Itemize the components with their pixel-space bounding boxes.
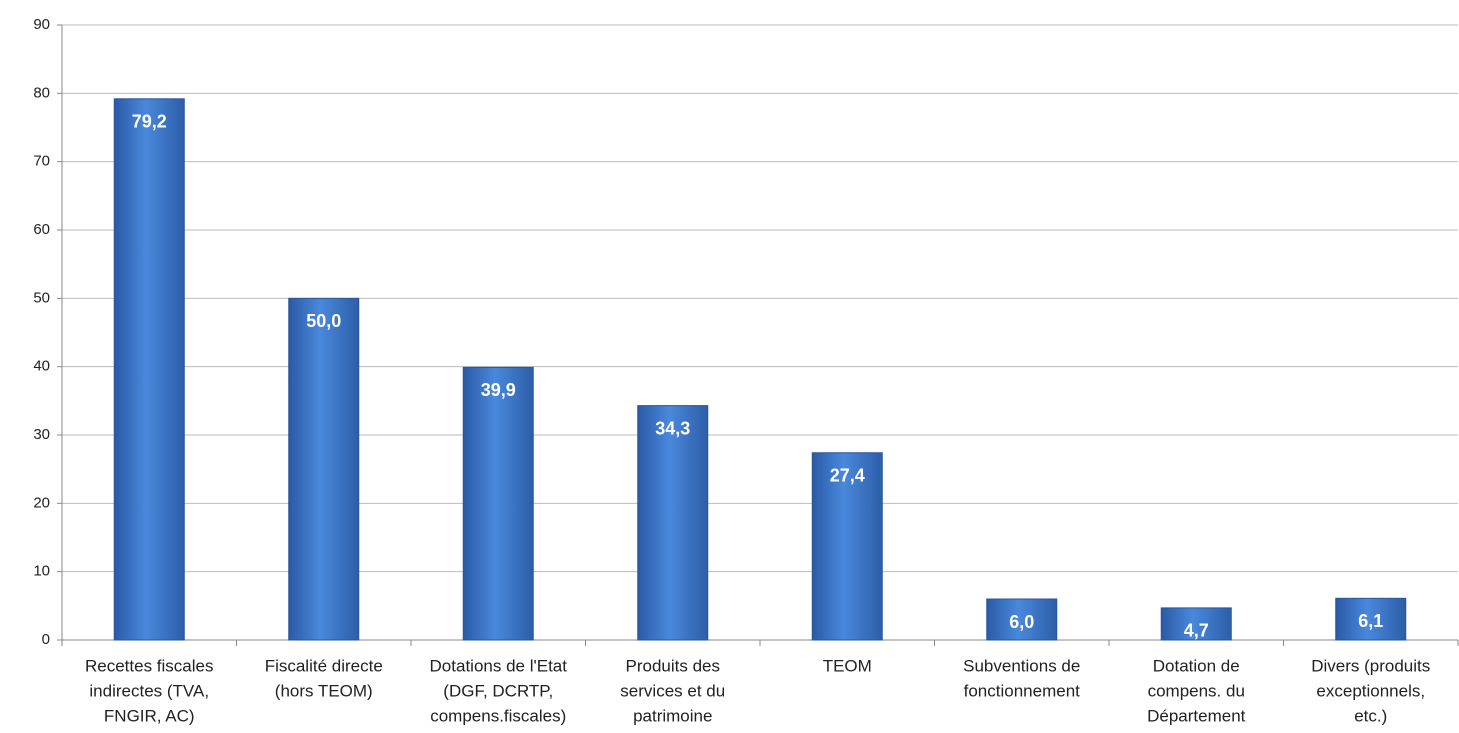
value-label: 39,9: [481, 380, 516, 400]
bar: [986, 598, 1058, 641]
x-tick-label: Divers (produits: [1311, 656, 1430, 675]
value-label: 4,7: [1184, 621, 1209, 641]
x-tick-label: Produits des: [626, 656, 721, 675]
x-tick-label: Subventions de: [963, 656, 1080, 675]
x-tick-label: Recettes fiscales: [85, 656, 214, 675]
bar: [1160, 607, 1232, 641]
y-tick-label: 10: [33, 563, 50, 580]
y-tick-label: 60: [33, 221, 50, 238]
x-tick-label: (DGF, DCRTP,: [443, 681, 553, 700]
value-label: 6,1: [1358, 611, 1383, 631]
value-label: 6,0: [1009, 612, 1034, 632]
y-tick-label: 50: [33, 289, 50, 306]
y-tick-label: 20: [33, 494, 50, 511]
x-tick-label: Fiscalité directe: [265, 656, 383, 675]
bar: [1335, 597, 1407, 641]
x-tick-label: etc.): [1354, 706, 1387, 725]
x-tick-label: FNGIR, AC): [104, 706, 195, 725]
y-tick-label: 40: [33, 358, 50, 375]
y-tick-label: 0: [42, 631, 50, 648]
y-tick-label: 70: [33, 153, 50, 170]
x-tick-label: services et du: [620, 681, 725, 700]
x-tick-label: (hors TEOM): [275, 681, 373, 700]
bar: [637, 405, 709, 641]
x-tick-label: Dotations de l'Etat: [430, 656, 568, 675]
x-tick-label: Dotation de: [1153, 656, 1240, 675]
x-tick-label: indirectes (TVA,: [89, 681, 209, 700]
x-tick-label: fonctionnement: [964, 681, 1081, 700]
x-tick-label: compens. du: [1148, 681, 1245, 700]
bar: [462, 366, 534, 641]
y-tick-label: 90: [33, 16, 50, 33]
value-label: 34,3: [655, 418, 690, 438]
value-label: 27,4: [830, 466, 865, 486]
bar: [113, 98, 185, 641]
x-tick-label: exceptionnels,: [1316, 681, 1425, 700]
bar: [288, 297, 360, 641]
x-tick-label: compens.fiscales): [430, 706, 566, 725]
y-tick-label: 30: [33, 426, 50, 443]
x-tick-label: Département: [1147, 706, 1246, 725]
y-tick-label: 80: [33, 84, 50, 101]
x-tick-label: patrimoine: [633, 706, 712, 725]
value-label: 79,2: [132, 112, 167, 132]
value-label: 50,0: [306, 311, 341, 331]
bar: [811, 452, 883, 641]
x-tick-label: TEOM: [823, 656, 872, 675]
